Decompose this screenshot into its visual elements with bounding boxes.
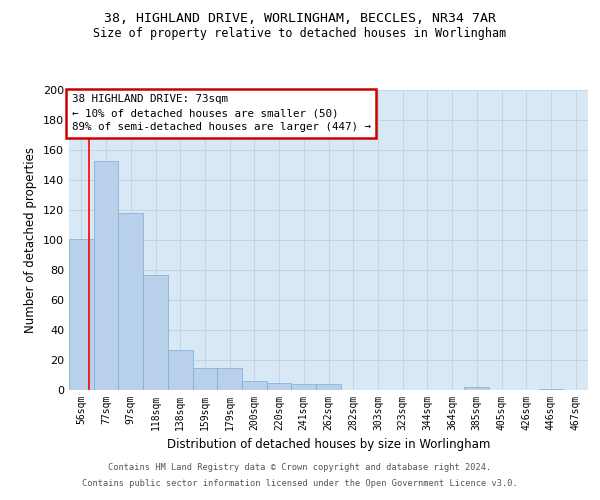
X-axis label: Distribution of detached houses by size in Worlingham: Distribution of detached houses by size … [167, 438, 490, 452]
Y-axis label: Number of detached properties: Number of detached properties [25, 147, 37, 333]
Bar [242, 381, 267, 390]
Bar [292, 384, 316, 390]
Bar [217, 368, 242, 390]
Text: 38 HIGHLAND DRIVE: 73sqm
← 10% of detached houses are smaller (50)
89% of semi-d: 38 HIGHLAND DRIVE: 73sqm ← 10% of detach… [71, 94, 371, 132]
Bar [69, 238, 94, 390]
Text: Size of property relative to detached houses in Worlingham: Size of property relative to detached ho… [94, 28, 506, 40]
Bar [464, 387, 489, 390]
Bar [539, 388, 563, 390]
Bar [118, 213, 143, 390]
Bar [316, 384, 341, 390]
Bar [168, 350, 193, 390]
Text: Contains public sector information licensed under the Open Government Licence v3: Contains public sector information licen… [82, 478, 518, 488]
Text: 38, HIGHLAND DRIVE, WORLINGHAM, BECCLES, NR34 7AR: 38, HIGHLAND DRIVE, WORLINGHAM, BECCLES,… [104, 12, 496, 26]
Bar [267, 382, 292, 390]
Text: Contains HM Land Registry data © Crown copyright and database right 2024.: Contains HM Land Registry data © Crown c… [109, 464, 491, 472]
Bar [94, 160, 118, 390]
Bar [193, 368, 217, 390]
Bar [143, 274, 168, 390]
